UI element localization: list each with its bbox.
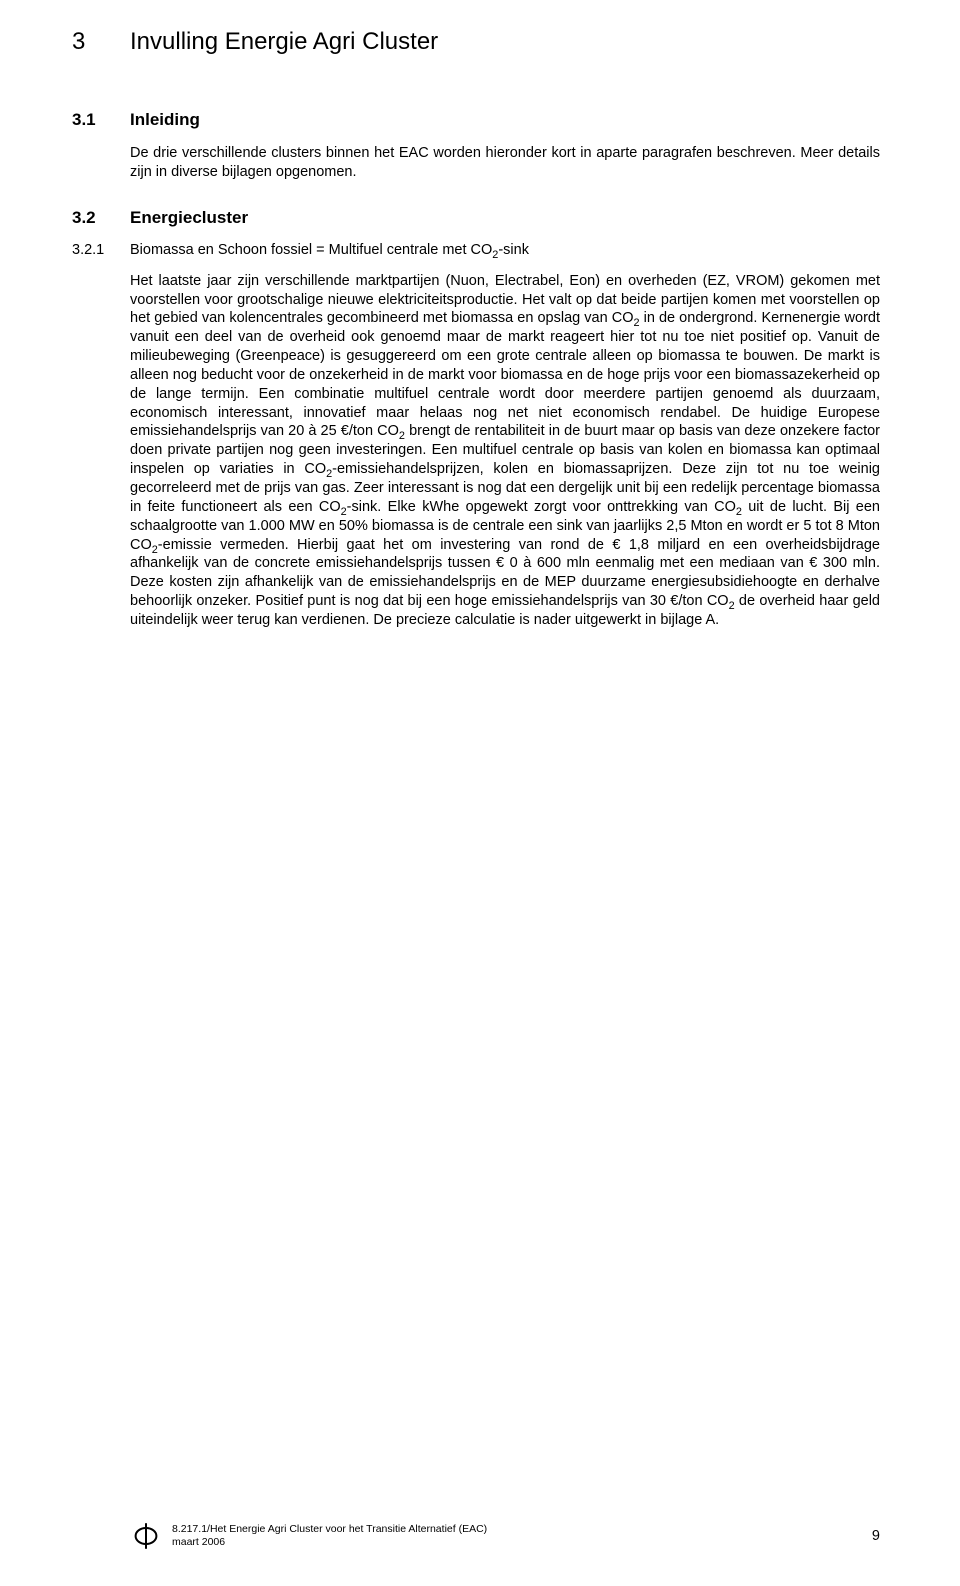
document-page: 3 Invulling Energie Agri Cluster 3.1 Inl… [0, 0, 960, 1586]
footer-line-1: 8.217.1/Het Energie Agri Cluster voor he… [172, 1523, 487, 1536]
subsection-heading-3-2-1: 3.2.1 Biomassa en Schoon fossiel = Multi… [130, 242, 880, 258]
subsection-title-pre: Biomassa en Schoon fossiel = Multifuel c… [130, 242, 492, 258]
footer-text: 8.217.1/Het Energie Agri Cluster voor he… [172, 1523, 487, 1549]
subsection-3-2-1-body: Het laatste jaar zijn verschillende mark… [130, 272, 880, 630]
section-heading-3-2: 3.2 Energiecluster [130, 208, 880, 228]
section-title: Energiecluster [130, 208, 248, 228]
section-title: Inleiding [130, 110, 200, 130]
subsection-title: Biomassa en Schoon fossiel = Multifuel c… [130, 242, 529, 258]
section-number: 3.1 [72, 110, 130, 130]
chapter-title: Invulling Energie Agri Cluster [130, 28, 438, 56]
section-3-1-body: De drie verschillende clusters binnen he… [130, 144, 880, 182]
footer-left: 8.217.1/Het Energie Agri Cluster voor he… [130, 1520, 487, 1552]
footer-line-2: maart 2006 [172, 1536, 487, 1549]
page-number: 9 [872, 1528, 880, 1544]
phi-logo-icon [130, 1520, 162, 1552]
section-heading-3-1: 3.1 Inleiding [130, 110, 880, 130]
subsection-title-post: -sink [498, 242, 529, 258]
section-number: 3.2 [72, 208, 130, 228]
chapter-number: 3 [72, 28, 130, 56]
page-footer: 8.217.1/Het Energie Agri Cluster voor he… [130, 1520, 880, 1552]
subsection-number: 3.2.1 [72, 242, 130, 258]
chapter-heading: 3 Invulling Energie Agri Cluster [130, 28, 880, 56]
